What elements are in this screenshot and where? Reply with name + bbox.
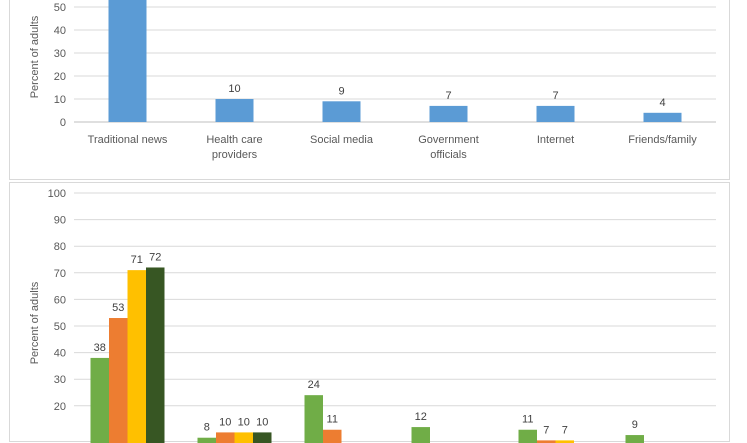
- bar-chart-bottom: 20 30 40 50 60 70 80 90 100 Percent of adults 38 53…: [29, 188, 716, 443]
- data-label: 72: [149, 251, 161, 263]
- data-label: 8: [204, 422, 210, 434]
- data-label: 7: [543, 424, 549, 436]
- data-label: 9: [632, 419, 638, 431]
- bar: [216, 432, 235, 443]
- chart-panel-bottom: 20 30 40 50 60 70 80 90 100 Percent of adults 38 53…: [9, 182, 730, 443]
- bar: [536, 105, 575, 122]
- data-label: 11: [522, 414, 533, 426]
- data-label: 12: [415, 411, 427, 423]
- data-label: 10: [238, 416, 250, 428]
- y-tick-label: 90: [54, 215, 66, 227]
- bar: [643, 112, 682, 122]
- bar: [234, 432, 253, 443]
- data-label: 24: [308, 379, 320, 391]
- data-label: 10: [228, 83, 240, 95]
- data-label: 4: [659, 97, 665, 109]
- y-tick-label: 10: [54, 94, 66, 106]
- data-label: 9: [338, 85, 344, 97]
- bar: [215, 99, 254, 122]
- category-label: Health care: [206, 134, 262, 146]
- bar: [108, 0, 147, 123]
- y-tick-label: 60: [54, 294, 66, 306]
- y-axis-label: Percent of adults: [29, 15, 41, 98]
- y-tick-label: 0: [60, 117, 66, 129]
- bar: [518, 429, 537, 443]
- bar: [109, 318, 128, 443]
- y-axis-label: Percent of adults: [29, 281, 41, 364]
- y-tick-label: 100: [48, 188, 66, 200]
- bar: [127, 270, 146, 443]
- category-label: providers: [212, 149, 258, 161]
- data-label: 7: [552, 90, 558, 102]
- y-tick-label: 20: [54, 401, 66, 413]
- bar: [411, 427, 430, 443]
- y-tick-label: 30: [54, 48, 66, 60]
- data-label: 71: [131, 254, 143, 266]
- data-label: 53: [112, 302, 124, 314]
- bar: [253, 432, 272, 443]
- bar: [625, 435, 644, 443]
- bar: [304, 395, 323, 443]
- y-tick-label: 50: [54, 2, 66, 14]
- data-label: 7: [445, 90, 451, 102]
- data-label: 10: [219, 416, 231, 428]
- y-tick-label: 80: [54, 241, 66, 253]
- category-label: Internet: [537, 134, 574, 146]
- chart-panel-top: 0 10 20 30 40 50 Percent of adults Traditional …: [9, 0, 730, 180]
- bar: [323, 429, 342, 443]
- category-label: Social media: [310, 134, 374, 146]
- bar: [146, 267, 165, 443]
- bar-chart-top: 0 10 20 30 40 50 Percent of adults Traditional …: [29, 0, 716, 161]
- category-label: officials: [430, 149, 467, 161]
- bar: [322, 101, 361, 122]
- y-tick-label: 50: [54, 321, 66, 333]
- data-label: 7: [562, 424, 568, 436]
- bar: [90, 357, 109, 443]
- data-label: 11: [327, 414, 338, 426]
- bar: [429, 105, 468, 122]
- category-label: Government: [418, 134, 479, 146]
- y-tick-label: 30: [54, 374, 66, 386]
- category-label: Traditional news: [88, 134, 168, 146]
- y-tick-label: 40: [54, 348, 66, 360]
- y-tick-label: 40: [54, 25, 66, 37]
- y-tick-label: 70: [54, 268, 66, 280]
- data-label: 38: [94, 342, 106, 354]
- y-tick-label: 20: [54, 71, 66, 83]
- bar: [197, 437, 216, 443]
- category-label: Friends/family: [628, 134, 697, 146]
- data-label: 10: [256, 416, 268, 428]
